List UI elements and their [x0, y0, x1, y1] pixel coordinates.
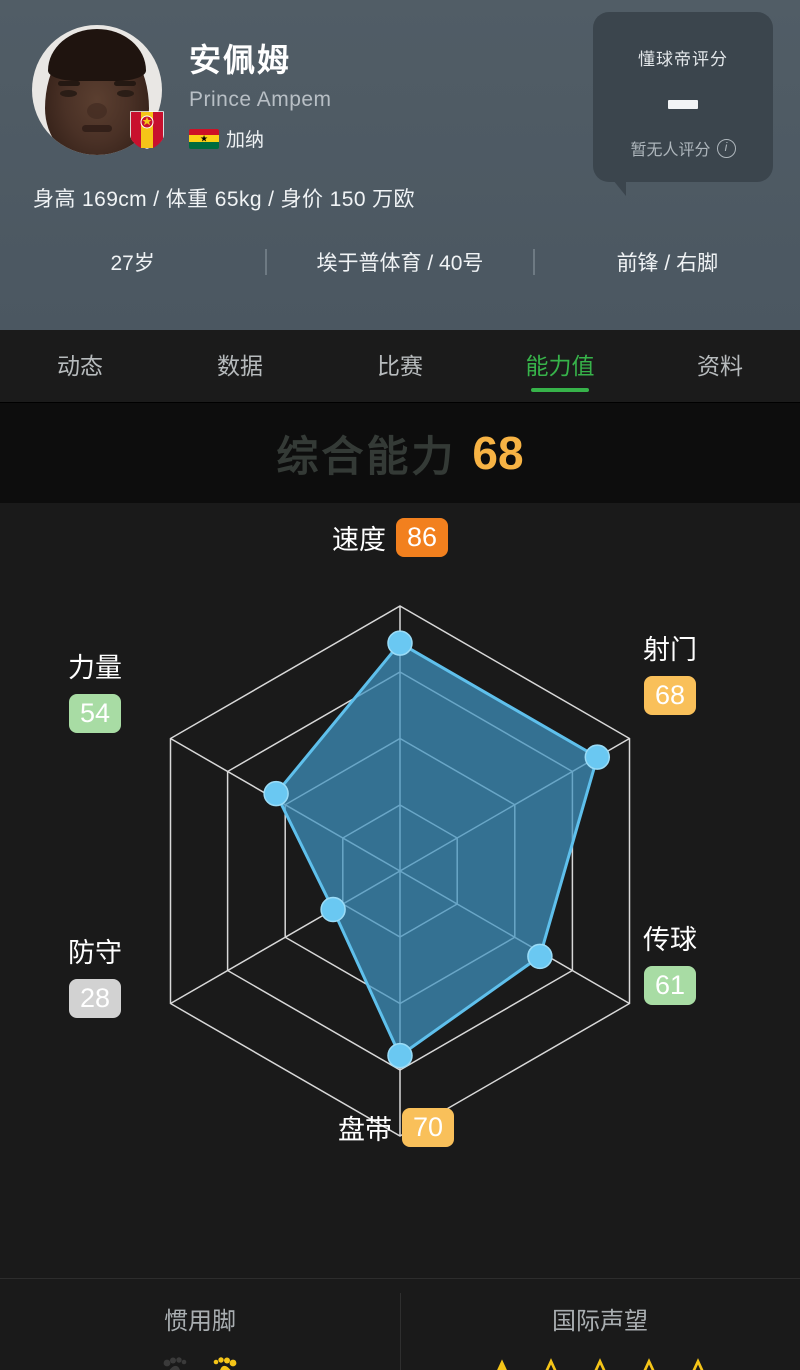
portrait-mouth: [82, 125, 112, 132]
player-hero: 安佩姆 Prince Ampem ★ 加纳: [0, 0, 800, 155]
axis-label-defending: 防守 28: [68, 931, 122, 1018]
portrait-brow-right: [114, 81, 136, 86]
star-icon-empty: [594, 1358, 606, 1370]
axis-name-defending: 防守: [68, 938, 122, 968]
radar-point-dribbling: [387, 1042, 413, 1069]
reputation-stars: [481, 1358, 719, 1370]
axis-value-physical: 54: [68, 694, 122, 733]
club-badge-icon[interactable]: [128, 109, 166, 149]
meta-age: 27岁: [110, 252, 155, 275]
tab-shuju[interactable]: 数据: [217, 353, 263, 379]
radar-point-physical: [263, 780, 289, 807]
axis-name-dribbling: 盘带: [338, 1115, 392, 1145]
rating-card-title: 懂球帝评分: [638, 50, 728, 69]
tab-bar: 动态 数据 比赛 能力值 资料: [0, 330, 800, 403]
info-icon[interactable]: i: [716, 138, 736, 158]
axis-value-dribbling: 70: [402, 1108, 455, 1147]
star-icon-empty: [545, 1358, 557, 1370]
avatar[interactable]: [32, 25, 164, 155]
portrait-eye-left: [60, 90, 77, 97]
player-header: 安佩姆 Prince Ampem ★ 加纳 懂球帝评分 暂无人评分 i 身高 1…: [0, 0, 800, 330]
meta-divider-1: [265, 249, 268, 275]
star-icon-empty: [643, 1358, 655, 1370]
tab-ziliao[interactable]: 资料: [697, 353, 743, 379]
star-icon-empty: [692, 1358, 704, 1370]
portrait-hair: [48, 29, 146, 81]
rating-card[interactable]: 懂球帝评分 暂无人评分 i: [593, 12, 773, 196]
axis-name-shooting: 射门: [643, 635, 697, 665]
axis-name-passing: 传球: [643, 925, 697, 955]
portrait-eye-right: [117, 90, 134, 97]
rating-card-subtitle-row: 暂无人评分 i: [630, 136, 736, 160]
axis-value-shooting: 68: [643, 676, 697, 715]
axis-value-speed: 86: [396, 518, 449, 557]
radar-data-polygon: [274, 641, 600, 1058]
radar-chart: 速度 86 射门 68 传球 61 盘带 70 防守 28 力量 54: [0, 503, 800, 1278]
foot-indicator: [158, 1354, 242, 1370]
axis-label-shooting: 射门 68: [643, 628, 697, 715]
page-title: 安佩姆: [189, 42, 292, 78]
radar-point-defending: [320, 896, 346, 923]
right-foot-icon: [213, 1357, 237, 1370]
left-foot-icon: [163, 1357, 187, 1370]
meta-club-number[interactable]: 埃于普体育 / 40号: [316, 252, 484, 275]
tab-dongtai[interactable]: 动态: [57, 353, 103, 379]
portrait-nose: [87, 103, 107, 119]
nationality-row[interactable]: ★ 加纳: [189, 125, 332, 152]
overall-label: 综合能力: [276, 432, 457, 480]
detail-preferred-foot: 惯用脚: [0, 1279, 400, 1370]
axis-name-physical: 力量: [68, 653, 122, 683]
radar-point-shooting: [584, 744, 611, 770]
tab-nenglizhi[interactable]: 能力值: [480, 330, 640, 402]
ghana-flag-icon: ★: [189, 128, 219, 149]
rating-card-subtitle: 暂无人评分: [630, 142, 711, 159]
axis-label-passing: 传球 61: [643, 918, 697, 1005]
nationality-label: 加纳: [226, 130, 265, 152]
star-icon-filled: [497, 1359, 507, 1370]
detail-title-reputation: 国际声望: [552, 1308, 648, 1335]
detail-international-reputation: 国际声望: [400, 1279, 800, 1370]
axis-value-passing: 61: [643, 966, 697, 1005]
physical-info: 身高 169cm / 体重 65kg / 身价 150 万欧: [33, 188, 415, 211]
meta-divider-2: [532, 249, 535, 275]
axis-name-speed: 速度: [332, 525, 386, 555]
player-portrait-image: [32, 25, 162, 155]
radar-data-points: [263, 630, 611, 1069]
radar-chart-svg: [169, 605, 631, 1137]
player-names: 安佩姆 Prince Ampem ★ 加纳: [162, 25, 332, 152]
overall-value: 68: [472, 427, 524, 479]
detail-title-preferred-foot: 惯用脚: [164, 1308, 236, 1335]
attribute-detail-section: 惯用脚: [0, 1278, 800, 1370]
axis-label-dribbling: 盘带 70: [338, 1108, 455, 1147]
radar-point-speed: [387, 630, 413, 656]
portrait-brow-left: [58, 81, 80, 86]
axis-label-physical: 力量 54: [68, 646, 122, 733]
detail-row-1: 惯用脚: [0, 1279, 800, 1370]
tab-bisai[interactable]: 比赛: [377, 353, 423, 379]
axis-label-speed: 速度 86: [332, 518, 449, 557]
player-name-en: Prince Ampem: [189, 88, 332, 112]
meta-position-foot: 前锋 / 右脚: [616, 252, 719, 275]
axis-value-defending: 28: [68, 979, 122, 1018]
meta-row: 27岁 埃于普体育 / 40号 前锋 / 右脚: [0, 247, 800, 277]
radar-point-passing: [527, 943, 553, 970]
rating-value-placeholder: [668, 100, 698, 109]
overall-banner: 综合能力 68: [0, 403, 800, 503]
